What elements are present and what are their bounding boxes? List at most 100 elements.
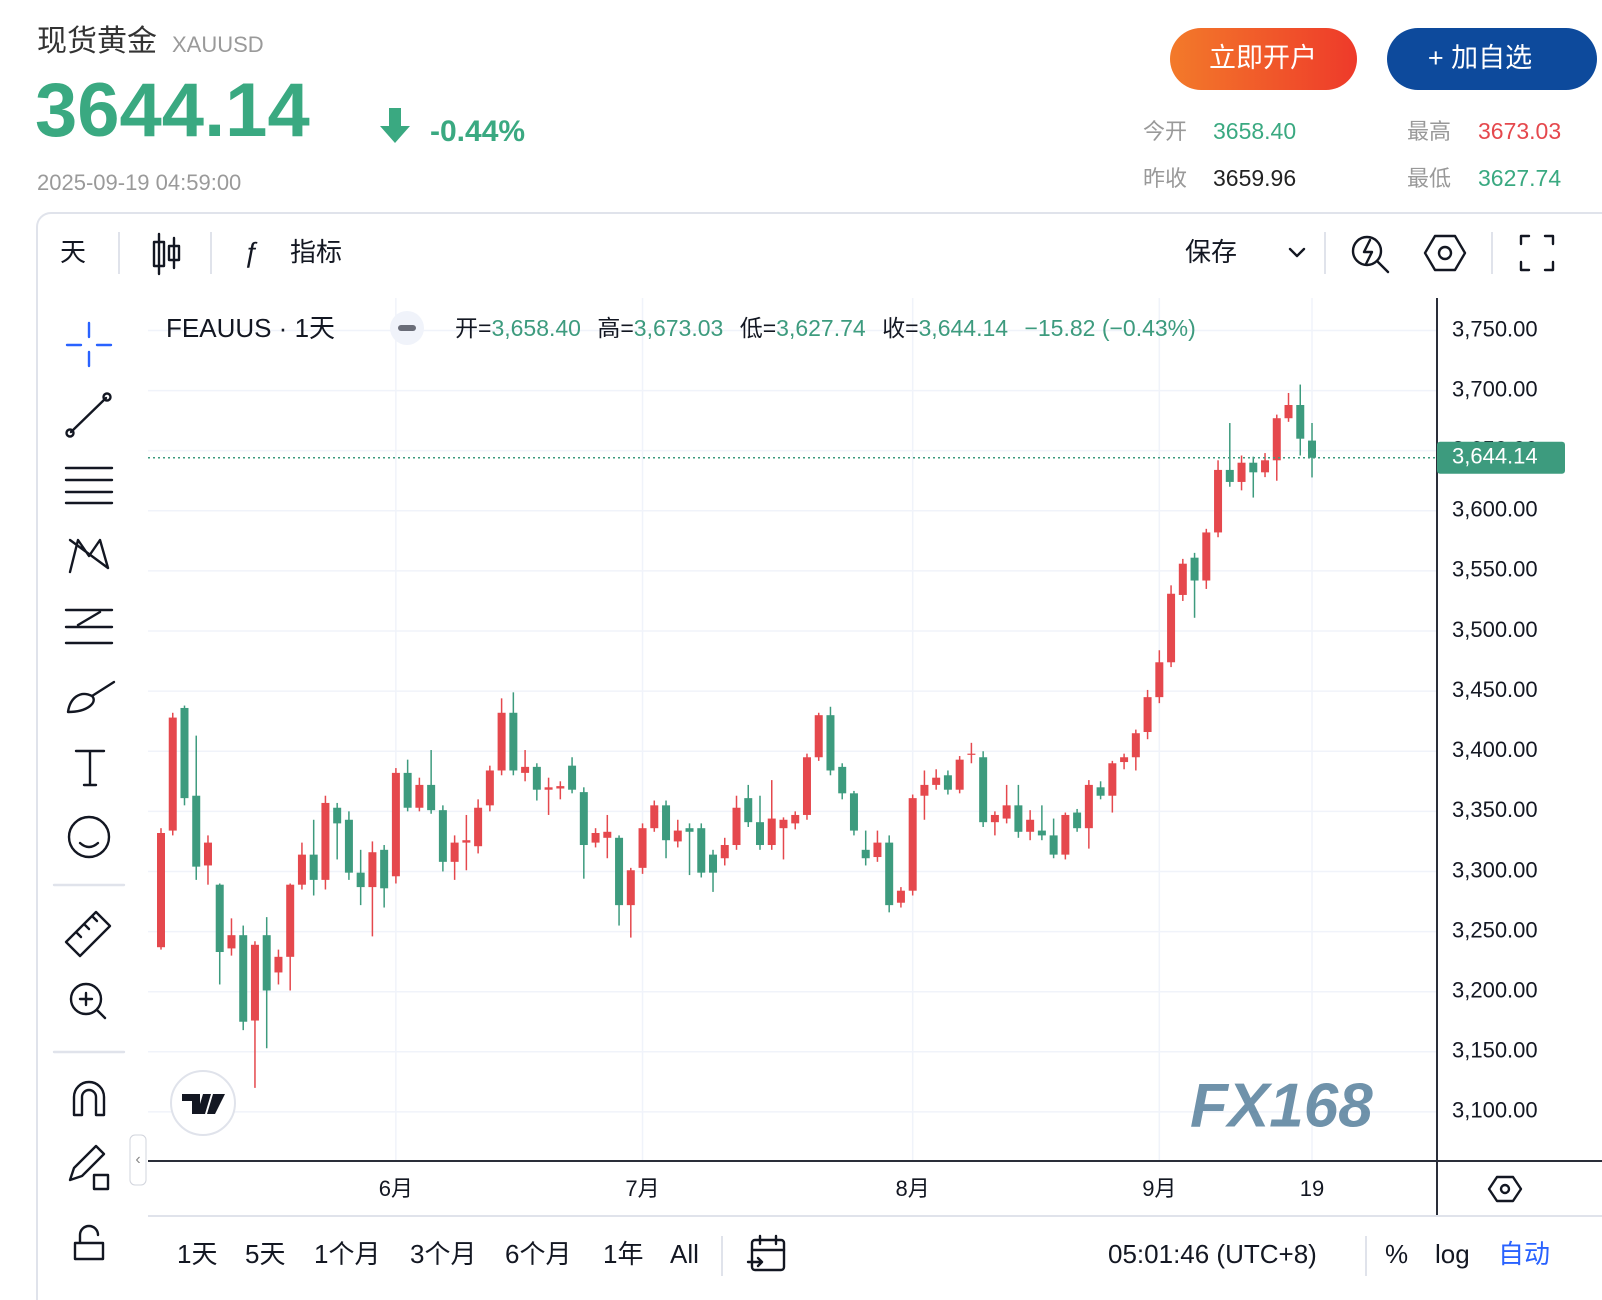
pattern-tool[interactable] <box>68 538 110 574</box>
emoji-tool[interactable] <box>67 815 111 859</box>
candle-body <box>920 784 929 796</box>
settings-icon[interactable] <box>1423 234 1467 272</box>
candle-body <box>1084 784 1093 829</box>
candle-body <box>791 814 800 824</box>
text-tool[interactable] <box>74 749 106 787</box>
tool-dot <box>102 392 112 402</box>
percent-toggle[interactable]: % <box>1385 1239 1408 1269</box>
stat-label: 最高 <box>1407 119 1451 144</box>
candle-body <box>744 798 753 823</box>
fib-tool[interactable] <box>64 466 114 505</box>
candle-body <box>896 890 905 903</box>
save-button[interactable]: 保存 <box>1185 237 1237 267</box>
fullscreen-icon[interactable] <box>1519 234 1555 272</box>
crosshair-tool[interactable] <box>65 321 113 368</box>
range-button[interactable]: 5天 <box>245 1239 285 1269</box>
candle-body <box>1073 812 1082 829</box>
candle-body <box>403 772 412 808</box>
candle-body <box>1108 763 1117 796</box>
goto-date-icon[interactable] <box>746 1234 786 1272</box>
last-price-label: 3,644.14 <box>1452 444 1538 469</box>
title: 现货黄金 <box>37 25 157 58</box>
candle-body <box>673 830 682 842</box>
legend-label: 收= <box>882 315 918 341</box>
candle-body <box>568 765 577 790</box>
candle-body <box>1143 697 1152 733</box>
candle-body <box>1202 532 1211 581</box>
x-tick-label: 7月 <box>625 1176 659 1201</box>
candle-body <box>344 819 353 873</box>
candle-body <box>955 759 964 790</box>
collapse-handle[interactable] <box>129 1134 147 1186</box>
candle-body <box>979 757 988 823</box>
chevron[interactable] <box>1288 247 1306 258</box>
auto-toggle[interactable]: 自动 <box>1498 1239 1550 1269</box>
magnet-tool[interactable] <box>72 1080 106 1117</box>
candle-body <box>1308 440 1317 458</box>
candle-body <box>1061 814 1070 855</box>
stat-label: 昨收 <box>1143 166 1187 191</box>
range-button[interactable]: 1个月 <box>314 1239 380 1269</box>
zoom-tool[interactable] <box>69 982 103 1016</box>
tool-dot <box>65 428 75 438</box>
candle-body <box>967 753 976 755</box>
candle-body <box>662 805 671 841</box>
candle-body <box>1237 462 1246 482</box>
y-tick-label: 3,400.00 <box>1452 737 1538 762</box>
range-button[interactable]: 1年 <box>603 1239 643 1269</box>
candle-body <box>826 715 835 771</box>
log-toggle[interactable]: log <box>1435 1239 1470 1269</box>
candle-body <box>509 712 518 771</box>
candle-body <box>556 786 565 789</box>
candle-body <box>1296 404 1305 439</box>
trendline-tool[interactable] <box>69 396 108 434</box>
lock-drawing-tool[interactable] <box>68 1144 110 1191</box>
price: 3644.14 <box>35 68 310 153</box>
candle-body <box>497 712 506 771</box>
candle-type-icon[interactable] <box>152 232 181 276</box>
range-button[interactable]: 3个月 <box>410 1239 476 1269</box>
collapse-arrow[interactable]: ‹ <box>135 1151 140 1168</box>
projection-tool[interactable] <box>64 608 114 645</box>
candle-body <box>1037 830 1046 836</box>
ruler-tool[interactable] <box>64 910 112 958</box>
candle-body <box>650 805 659 829</box>
fx-icon[interactable]: ƒ <box>243 236 259 267</box>
tv-logo-mark <box>182 1094 225 1114</box>
candle-body <box>1272 418 1281 461</box>
candle-body <box>333 807 342 824</box>
indicators-button[interactable]: 指标 <box>290 237 342 267</box>
y-tick-label: 3,250.00 <box>1452 917 1538 942</box>
candle-body <box>603 831 612 838</box>
unlock-tool[interactable] <box>73 1224 105 1261</box>
axis-settings-icon[interactable] <box>1487 1175 1523 1203</box>
candle-body <box>274 956 283 973</box>
candle-body <box>943 775 952 790</box>
change: -0.44% <box>430 115 525 148</box>
candle-body <box>462 840 471 843</box>
candle-body <box>262 935 271 991</box>
x-tick-label: 8月 <box>896 1176 930 1201</box>
candle-body <box>1026 819 1035 832</box>
replay-icon[interactable] <box>1351 235 1390 274</box>
open-account-button[interactable] <box>1170 28 1357 90</box>
range-button[interactable]: 6个月 <box>505 1239 571 1269</box>
candle-body <box>1014 805 1023 832</box>
candle-body <box>180 707 189 799</box>
legend-value: 3,644.14 <box>919 315 1009 341</box>
candle-body <box>709 854 718 873</box>
candle-body <box>990 814 999 823</box>
candle-body <box>1225 469 1234 482</box>
watchlist-button[interactable] <box>1387 28 1597 90</box>
candle-body <box>1261 460 1270 473</box>
range-buttons: 1天 5天 1个月 3个月 6个月 1年 All 05:01:46 (UTC+8… <box>177 1239 1550 1269</box>
candle-body <box>391 772 400 877</box>
range-button[interactable]: All <box>670 1239 699 1269</box>
symbol: XAUUSD <box>172 32 264 57</box>
candle-body <box>814 715 823 758</box>
emoji-smile <box>78 841 100 849</box>
range-button[interactable]: 1天 <box>177 1239 217 1269</box>
brush-tool[interactable] <box>66 680 116 714</box>
interval-button[interactable]: 天 <box>60 237 86 267</box>
